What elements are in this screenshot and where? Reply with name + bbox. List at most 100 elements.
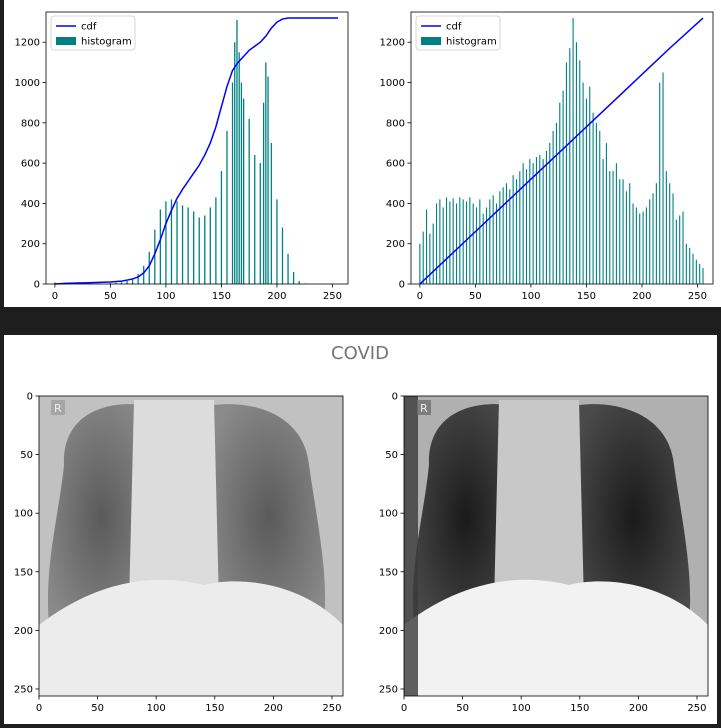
y-tick-label: 50 [385,450,398,461]
histogram-bar [262,102,265,285]
x-tick-label: 200 [264,703,283,714]
y-tick-label: 1200 [15,38,40,49]
histogram-bar [259,163,261,284]
x-tick-label: 150 [205,703,224,714]
x-tick-label: 150 [570,703,589,714]
x-tick-label: 100 [521,291,540,302]
histogram-bar [209,207,211,284]
histogram-bar [143,265,145,284]
histogram-bar [685,243,687,284]
histogram-bar [665,171,667,284]
histogram-bar [432,223,434,284]
histogram-bar [579,60,581,284]
histogram-bar [509,189,511,284]
histogram-bar [592,112,594,284]
histogram-bar [429,233,431,284]
x-tick-label: 200 [629,703,648,714]
y-tick-label: 200 [379,626,398,637]
histogram-bar [515,179,518,284]
x-tick-label: 0 [52,291,58,302]
x-tick-label: 100 [512,703,531,714]
histogram-bar [489,199,491,284]
legend-label: cdf [446,22,462,33]
histogram-bar [609,171,611,284]
cdf-line [54,17,339,285]
histogram-bar [482,213,484,284]
histogram-bar [220,171,223,284]
histogram-bar [549,142,551,284]
histogram-bar [599,130,601,284]
histogram-bar [542,159,544,284]
histogram-bar [589,86,591,284]
histogram-bar [492,195,494,284]
histogram-bar [695,259,697,284]
y-tick-label: 50 [20,450,33,461]
histogram-bar [475,207,478,284]
xray-equalized: R [403,395,709,697]
histogram-bar [632,203,634,284]
histogram-bar [562,90,564,284]
histogram-bar [148,251,150,284]
histogram-bar [525,169,528,284]
histogram-bar [532,163,534,284]
histogram-bar [505,183,508,284]
histogram-bar [292,271,295,284]
histogram-bar [495,203,498,284]
histogram-bar [552,130,554,284]
histogram-bar [170,199,173,284]
y-tick-label: 600 [386,159,405,170]
histogram-bar [689,247,691,284]
histogram-bar [281,227,284,284]
y-tick-label: 0 [34,280,40,291]
x-tick-label: 250 [687,703,706,714]
histogram-bar [176,201,178,284]
legend-label: cdf [81,22,97,33]
histogram-bar [452,198,454,284]
histogram-bar [231,82,234,284]
histogram-bar [595,122,597,284]
y-tick-label: 400 [21,199,40,210]
y-tick-label: 100 [379,509,398,520]
histogram-bar [539,155,541,284]
histogram-bar [512,175,514,284]
x-tick-label: 0 [417,291,423,302]
histogram-bar [442,207,444,284]
y-tick-label: 1200 [380,38,405,49]
histogram-bar [154,229,156,284]
histogram-bar [572,18,574,285]
legend-label: histogram [81,37,132,48]
histogram-bar [238,52,240,284]
covid-panel: COVID R R 0 50 100 150 200 250 0 50 100 150 200 25 [4,335,717,724]
x-tick-label: 50 [104,291,117,302]
histogram-bar [699,263,701,284]
histogram-bar [198,217,200,284]
histogram-bar [126,280,128,284]
histogram-bar [615,163,617,284]
histogram-bar [669,183,671,284]
histogram-bar [639,213,641,284]
histogram-bar [270,142,273,284]
x-tick-label: 100 [147,703,166,714]
x-tick-label: 0 [36,703,42,714]
xray-marker-right: R [420,402,428,415]
histogram-bar [645,207,647,284]
y-tick-label: 1000 [15,78,40,89]
x-tick-label: 100 [156,291,175,302]
y-tick-label: 400 [386,199,405,210]
histogram-bar [582,82,584,284]
histogram-bar [655,183,657,284]
y-tick-label: 200 [14,626,33,637]
y-tick-label: 200 [386,239,405,250]
histogram-bar [629,183,631,284]
histogram-bar [519,171,521,284]
histogram-bar [267,76,269,284]
y-tick-label: 250 [379,684,398,695]
histogram-bar [159,209,162,284]
histogram-bar [187,207,189,284]
histogram-bar [522,163,524,284]
histogram-bar [439,199,441,284]
histogram-bar [555,122,557,284]
histogram-bar [585,98,587,284]
